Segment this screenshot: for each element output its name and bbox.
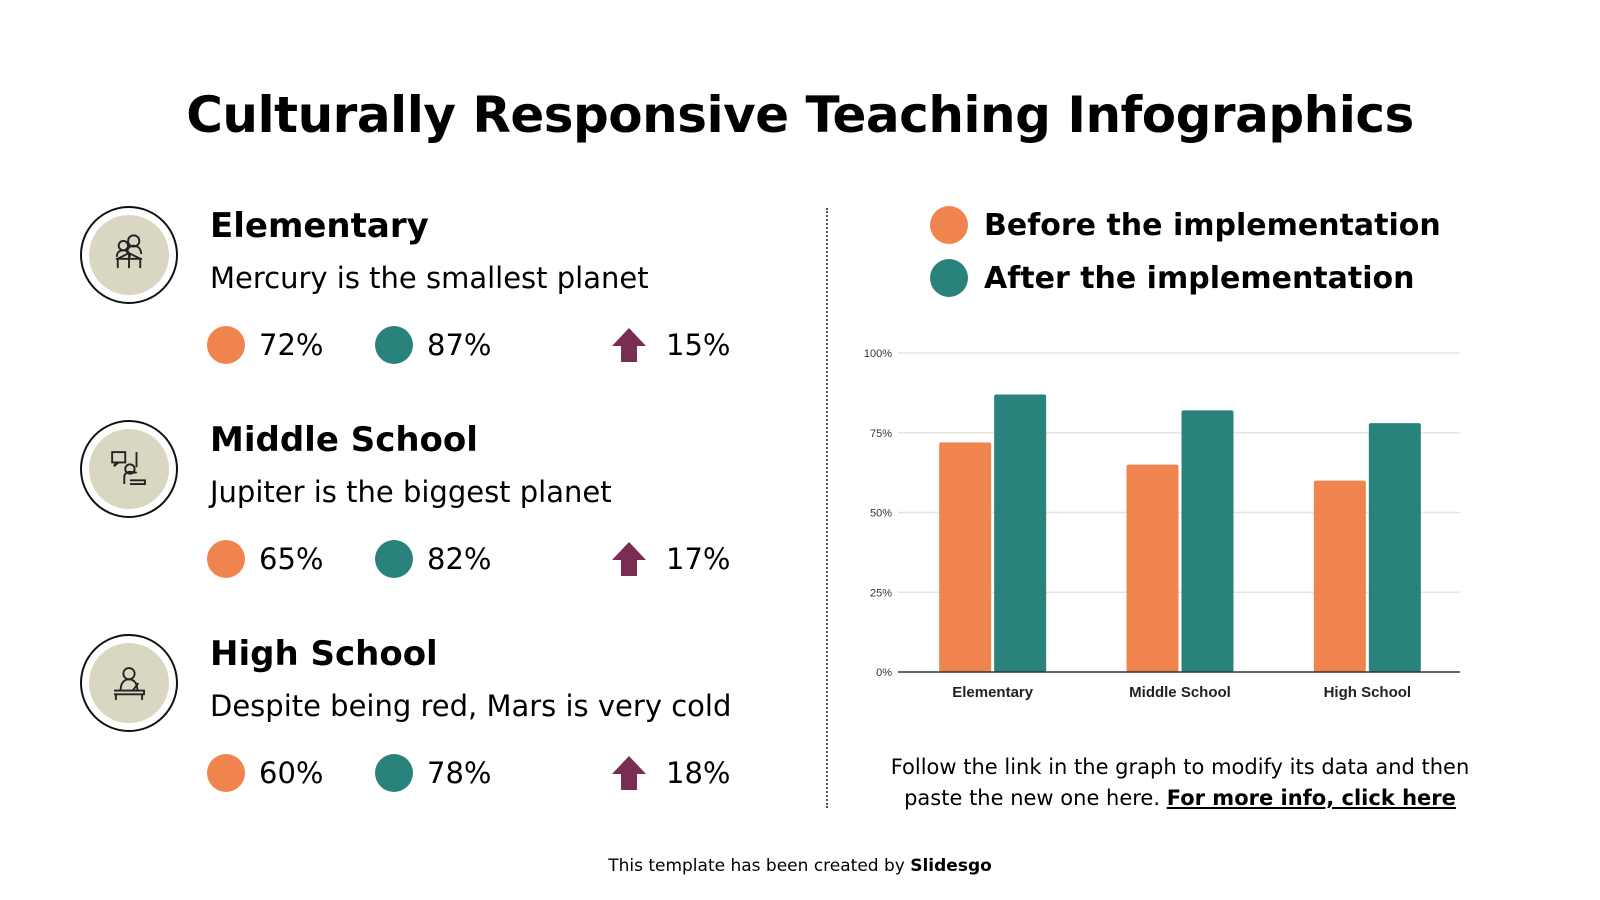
legend-before: Before the implementation (930, 206, 1441, 244)
chart-note: Follow the link in the graph to modify i… (860, 752, 1500, 814)
increase-stat: 15% (610, 326, 730, 364)
y-tick-label: 100% (864, 348, 892, 360)
x-tick-label: High School (1324, 684, 1412, 701)
arrow-up-icon (612, 542, 646, 576)
after-dot (375, 326, 413, 364)
before-stat: 60% (207, 754, 323, 792)
row-description: Jupiter is the biggest planet (210, 475, 612, 509)
before-dot (207, 754, 245, 792)
x-tick-label: Elementary (952, 684, 1034, 701)
more-info-link[interactable]: For more info, click here (1166, 786, 1456, 810)
after-stat: 82% (375, 540, 491, 578)
bar-before (1313, 480, 1366, 672)
divider (826, 208, 828, 808)
before-value: 60% (259, 756, 324, 790)
increase-value: 17% (666, 542, 731, 576)
before-value: 65% (259, 542, 324, 576)
category-row: Elementary Mercury is the smallest plane… (80, 206, 780, 406)
student-writing-icon (89, 643, 169, 723)
after-value: 78% (427, 756, 492, 790)
y-tick-label: 50% (870, 508, 892, 520)
after-value: 87% (427, 328, 492, 362)
icon-frame (80, 634, 178, 732)
legend-before-label: Before the implementation (984, 207, 1441, 243)
before-dot (207, 326, 245, 364)
before-value: 72% (259, 328, 324, 362)
increase-stat: 18% (610, 754, 730, 792)
legend-before-swatch (930, 206, 968, 244)
legend-after-label: After the implementation (984, 260, 1415, 296)
row-description: Despite being red, Mars is very cold (210, 689, 732, 723)
bar-before (939, 442, 992, 672)
before-dot (207, 540, 245, 578)
row-title: High School (210, 634, 438, 674)
after-stat: 78% (375, 754, 491, 792)
row-title: Middle School (210, 420, 478, 460)
after-stat: 87% (375, 326, 491, 364)
y-tick-label: 0% (876, 667, 892, 679)
before-stat: 72% (207, 326, 323, 364)
before-stat: 65% (207, 540, 323, 578)
legend-after-swatch (930, 259, 968, 297)
after-value: 82% (427, 542, 492, 576)
row-description: Mercury is the smallest planet (210, 261, 649, 295)
page-title: Culturally Responsive Teaching Infograph… (186, 86, 1414, 144)
x-tick-label: Middle School (1129, 684, 1231, 701)
arrow-up-icon (612, 328, 646, 362)
category-row: High School Despite being red, Mars is v… (80, 634, 780, 834)
legend-after: After the implementation (930, 259, 1414, 297)
y-tick-label: 25% (870, 587, 892, 599)
icon-frame (80, 420, 178, 518)
footer-brand: Slidesgo (910, 856, 992, 876)
row-title: Elementary (210, 206, 429, 246)
student-raising-hand-icon (89, 429, 169, 509)
icon-frame (80, 206, 178, 304)
increase-value: 18% (666, 756, 731, 790)
bar-after (1181, 410, 1234, 672)
footer: This template has been created by Slides… (0, 856, 1600, 876)
arrow-up-icon (612, 756, 646, 790)
increase-value: 15% (666, 328, 731, 362)
bar-after (994, 394, 1047, 672)
y-tick-label: 75% (870, 428, 892, 440)
after-dot (375, 540, 413, 578)
footer-text: This template has been created by (608, 856, 911, 876)
after-dot (375, 754, 413, 792)
increase-stat: 17% (610, 540, 730, 578)
category-row: Middle School Jupiter is the biggest pla… (80, 420, 780, 620)
note-text: Follow the link in the graph to modify i… (890, 755, 1470, 810)
bar-after (1368, 423, 1421, 672)
bar-chart: 0% 25% 50% 75% 100% Elementary Middle School Hi… (864, 348, 1460, 701)
reading-together-icon (89, 215, 169, 295)
bar-before (1126, 464, 1179, 672)
